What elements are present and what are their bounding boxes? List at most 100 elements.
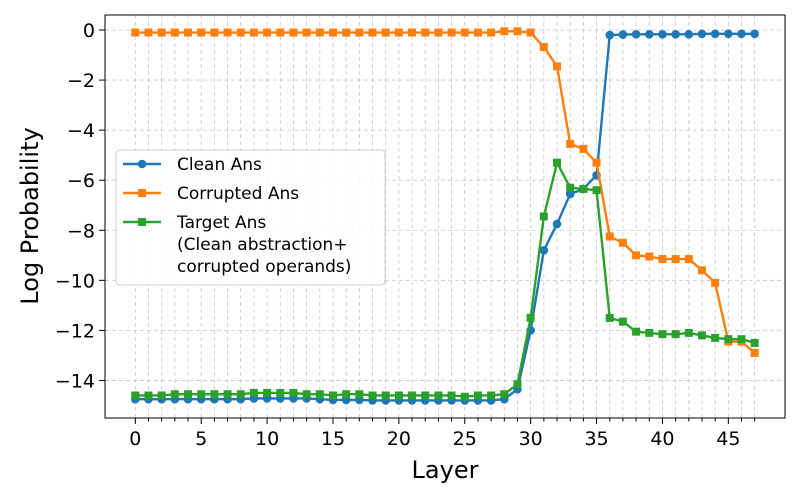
data-point	[342, 28, 351, 37]
data-point	[328, 391, 337, 400]
data-point	[737, 29, 746, 39]
data-point	[711, 278, 720, 287]
data-point	[131, 391, 140, 400]
data-point	[421, 391, 430, 400]
legend-marker-corrupted-ans	[138, 189, 146, 197]
data-point	[711, 333, 720, 342]
data-point	[750, 338, 759, 347]
data-point	[408, 28, 417, 37]
data-point	[658, 29, 667, 39]
data-point	[526, 313, 535, 322]
data-point	[592, 158, 601, 167]
data-point	[263, 28, 272, 37]
data-point	[184, 28, 193, 37]
legend: Clean Ans Corrupted Ans Target Ans (Clean a…	[115, 149, 386, 286]
data-point	[500, 27, 509, 36]
data-point	[565, 189, 575, 199]
data-point	[368, 28, 377, 37]
x-tick-label: 35	[584, 428, 608, 450]
data-point	[355, 390, 364, 399]
x-tick-label: 5	[195, 428, 207, 450]
data-point	[724, 335, 733, 344]
data-point	[750, 348, 759, 357]
data-point	[157, 28, 166, 37]
data-point	[328, 28, 337, 37]
x-tick-label: 0	[129, 428, 141, 450]
data-point	[355, 28, 364, 37]
y-tick-label: −10	[55, 270, 95, 292]
data-point	[302, 28, 311, 37]
data-point	[236, 390, 245, 399]
data-point	[170, 390, 179, 399]
data-point	[487, 391, 496, 400]
legend-label-corrupted-ans: Corrupted Ans	[177, 184, 299, 204]
y-tick-label: −6	[67, 170, 95, 192]
y-tick-label: −12	[55, 320, 95, 342]
data-point	[249, 388, 258, 397]
data-point	[684, 29, 694, 39]
data-point	[644, 29, 654, 39]
data-point	[342, 390, 351, 399]
data-point	[513, 380, 522, 389]
data-point	[236, 28, 245, 37]
x-tick-label: 25	[453, 428, 477, 450]
data-point	[632, 251, 641, 260]
data-point	[592, 186, 601, 195]
data-point	[381, 28, 390, 37]
data-point	[710, 29, 720, 39]
data-point	[144, 391, 153, 400]
data-point	[566, 139, 575, 148]
data-point	[631, 29, 641, 39]
data-point	[447, 391, 456, 400]
data-point	[315, 28, 324, 37]
data-point	[645, 252, 654, 261]
data-point	[434, 28, 443, 37]
data-point	[394, 391, 403, 400]
data-point	[605, 313, 614, 322]
data-point	[579, 184, 588, 193]
data-point	[263, 388, 272, 397]
data-point	[671, 255, 680, 264]
y-tick-label: −14	[55, 370, 95, 392]
data-point	[184, 390, 193, 399]
data-point	[697, 331, 706, 340]
y-tick-label: 0	[83, 20, 95, 42]
data-point	[671, 330, 680, 339]
data-point	[697, 266, 706, 275]
y-tick-label: −4	[67, 120, 95, 142]
data-point	[526, 28, 535, 37]
data-point	[473, 28, 482, 37]
data-point	[197, 28, 206, 37]
data-point	[553, 158, 562, 167]
data-point	[210, 28, 219, 37]
data-point	[249, 28, 258, 37]
data-point	[223, 390, 232, 399]
data-point	[276, 28, 285, 37]
series-layer	[131, 27, 759, 405]
data-point	[289, 388, 298, 397]
data-point	[381, 391, 390, 400]
data-point	[645, 328, 654, 337]
data-point	[724, 29, 733, 39]
data-point	[157, 391, 166, 400]
y-tick-label: −2	[67, 70, 95, 92]
data-point	[170, 28, 179, 37]
x-tick-label: 40	[650, 428, 674, 450]
data-point	[408, 391, 417, 400]
x-tick-label: 20	[387, 428, 411, 450]
legend-marker-clean-ans	[137, 159, 147, 169]
legend-box	[115, 149, 386, 286]
data-point	[500, 390, 509, 399]
legend-marker-target-ans	[138, 218, 146, 226]
data-point	[460, 392, 469, 401]
data-point	[618, 238, 627, 247]
data-point	[697, 29, 707, 39]
data-point	[553, 62, 562, 71]
y-axis-title: Log Probability	[16, 127, 44, 304]
data-point	[394, 28, 403, 37]
data-point	[539, 212, 548, 221]
data-point	[460, 28, 469, 37]
data-point	[473, 391, 482, 400]
ticks: 0 5 10 15 20 25 30 35 40 45 0 −2 −4 −6 −8 −10 −12 −14	[55, 20, 756, 450]
